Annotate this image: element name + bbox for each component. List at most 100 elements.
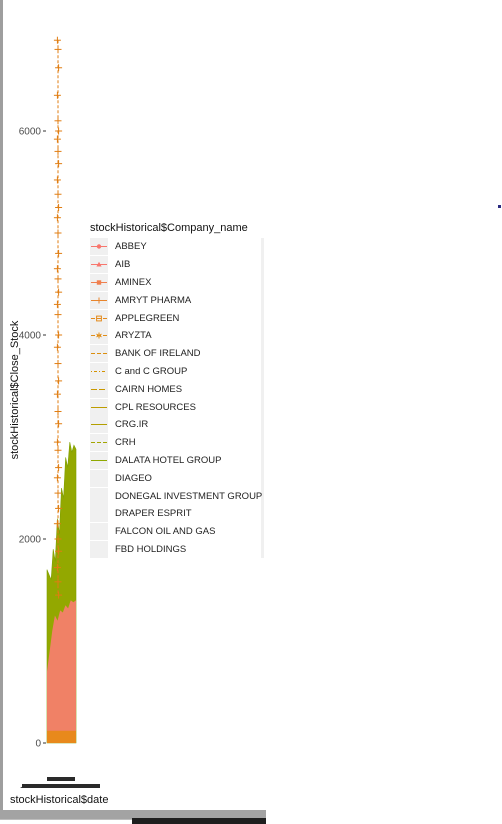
legend-item[interactable]: AIB [90,256,266,274]
point-amryt-pharma-12 [53,214,61,222]
point-amryt-pharma-16 [54,275,62,283]
point-amryt-pharma-19 [54,311,62,319]
window-frame [0,0,3,824]
legend-item[interactable]: FBD HOLDINGS [90,540,266,559]
point-amryt-pharma-31 [54,489,62,497]
scrollbar-gutter [0,819,132,824]
legend-item[interactable]: DONEGAL INVESTMENT GROUP [90,487,266,505]
legend-key [90,540,108,558]
legend-label: CRG.IR [115,419,149,431]
legend-key [90,469,108,487]
x-tick-mark-lower [22,784,100,788]
legend-label: CAIRN HOMES [115,383,183,395]
point-amryt-pharma-8 [55,160,63,168]
legend-label: C and C GROUP [115,365,188,377]
legend-key-marker [96,261,102,267]
legend-item[interactable]: CRH [90,434,266,452]
point-amryt-pharma-25 [54,408,62,415]
legend-label: ABBEY [115,241,147,253]
point-amryt-pharma-1 [54,45,62,53]
point-amryt-pharma-34 [54,535,62,543]
legend-label: BANK OF IRELAND [115,348,201,360]
legend-item[interactable]: ABBEY [90,238,266,256]
legend-item[interactable]: DIAGEO [90,469,266,487]
legend-item[interactable]: CAIRN HOMES [90,380,266,398]
edge-marker [498,205,501,208]
point-amryt-pharma-3 [53,91,61,99]
legend-key-marker [96,315,102,321]
legend-key [90,238,108,256]
legend-key-marker [96,244,102,250]
point-amryt-pharma-0 [53,36,61,44]
point-amryt-pharma-2 [55,64,63,72]
point-amryt-pharma-26 [55,420,63,428]
y-tick-label-3: 6000 [19,127,42,138]
legend-background-strip [261,238,264,559]
series-band-red [47,600,76,743]
point-amryt-pharma-18 [53,300,61,308]
legend-label: AIB [115,259,131,271]
legend-item[interactable]: APPLEGREEN [90,309,266,327]
legend-item[interactable]: DALATA HOTEL GROUP [90,451,266,470]
legend-key [90,291,108,309]
point-amryt-pharma-14 [55,249,63,257]
legend-item[interactable]: CPL RESOURCES [90,398,266,416]
point-amryt-pharma-33 [53,520,61,528]
legend-key [90,345,108,363]
point-amryt-pharma-28 [54,446,62,454]
legend-label: DRAPER ESPRIT [115,508,192,520]
x-axis-title: stockHistorical$date [10,794,108,806]
x-tick-mark-upper [47,777,75,781]
point-amryt-pharma-17 [55,288,63,296]
x-axis [20,777,100,788]
legend-key [90,380,108,398]
point-amryt-pharma-6 [53,135,61,143]
point-amryt-pharma-30 [53,474,61,482]
point-amryt-pharma-24 [53,390,61,398]
legend-label: FALCON OIL AND GAS [115,526,216,538]
point-amryt-pharma-11 [55,204,63,211]
legend-key [90,327,108,345]
legend-key [90,362,108,380]
legend-key [90,434,108,452]
legend-key [90,416,108,434]
legend-key [90,451,108,469]
point-amryt-pharma-38 [55,591,63,599]
point-amryt-pharma-7 [54,147,62,155]
point-amryt-pharma-23 [55,377,63,385]
point-amryt-pharma-9 [53,176,61,184]
legend-item[interactable]: AMINEX [90,273,266,292]
legend-title: stockHistorical$Company_name [90,222,248,234]
legend-label: APPLEGREEN [115,312,180,324]
legend-item[interactable]: DRAPER ESPRIT [90,505,266,523]
legend-key [90,309,108,327]
legend-label: ARYZTA [115,330,152,342]
point-amryt-pharma-15 [53,265,61,273]
point-amryt-pharma-4 [54,117,62,125]
legend-item[interactable]: C and C GROUP [90,362,266,381]
point-amryt-pharma-36 [53,564,61,572]
legend-item[interactable]: AMRYT PHARMA [90,291,266,309]
legend-item[interactable]: ARYZTA [90,327,266,345]
point-amryt-pharma-20 [55,331,63,339]
legend-key [90,273,108,291]
legend-label: FBD HOLDINGS [115,543,187,555]
point-amryt-pharma-29 [55,464,63,472]
legend-item[interactable]: FALCON OIL AND GAS [90,523,266,541]
legend-item[interactable]: BANK OF IRELAND [90,345,266,363]
point-amryt-pharma-27 [53,438,61,446]
y-axis-title: stockHistorical$Close_Stock [9,320,21,459]
legend-label: AMINEX [115,276,152,288]
legend-label: DALATA HOTEL GROUP [115,454,222,466]
horizontal-scrollbar[interactable] [0,810,266,819]
point-amryt-pharma-10 [54,190,62,198]
legend-label: DIAGEO [115,472,152,484]
legend-item[interactable]: CRG.IR [90,416,266,434]
legend-key [90,505,108,523]
y-tick-label-0: 0 [35,739,41,750]
plot-panel [46,36,77,744]
scrollbar-thumb[interactable] [132,818,266,824]
series-band-orange [47,730,76,743]
legend: stockHistorical$Company_name ABBEY AIB AMI… [90,220,268,559]
